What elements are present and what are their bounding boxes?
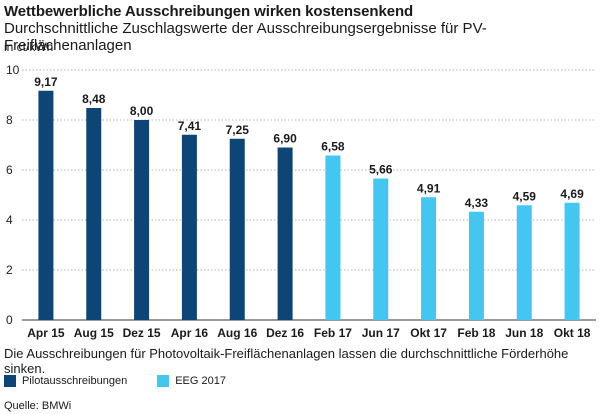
legend-swatch-eeg bbox=[157, 375, 170, 387]
bar bbox=[516, 205, 532, 320]
data-label: 9,17 bbox=[34, 75, 58, 89]
bar bbox=[134, 120, 150, 320]
data-label: 8,00 bbox=[130, 104, 154, 118]
chart-subtitle: Durchschnittliche Zuschlagswerte der Aus… bbox=[4, 20, 487, 54]
bar bbox=[86, 108, 102, 320]
data-label: 5,66 bbox=[369, 163, 393, 177]
x-tick-label: Aug 15 bbox=[74, 326, 114, 340]
data-label: 4,59 bbox=[513, 189, 537, 203]
y-tick-label: 0 bbox=[6, 313, 13, 327]
x-tick-label: Okt 17 bbox=[410, 326, 447, 340]
bar bbox=[277, 147, 293, 320]
legend-label-pilot: Pilotausschreibungen bbox=[22, 375, 128, 387]
x-tick-label: Feb 17 bbox=[314, 326, 352, 340]
bar-chart: 0 2 4 6 8 10 9,17 Apr 15 8,48 Aug 15 8,00 Dez 15 7,4… bbox=[6, 63, 596, 340]
x-tick-label: Jun 18 bbox=[505, 326, 543, 340]
legend-swatch-pilot bbox=[4, 375, 16, 387]
x-tick-label: Aug 16 bbox=[217, 326, 257, 340]
data-label: 7,41 bbox=[178, 119, 202, 133]
bar bbox=[181, 134, 197, 320]
x-tick-label: Okt 18 bbox=[554, 326, 591, 340]
y-tick-label: 2 bbox=[6, 263, 13, 277]
bar bbox=[468, 211, 484, 320]
data-label: 7,25 bbox=[226, 123, 250, 137]
y-tick-label: 8 bbox=[6, 113, 13, 127]
data-label: 4,91 bbox=[417, 181, 441, 195]
data-label: 6,90 bbox=[273, 132, 297, 146]
data-label: 8,48 bbox=[82, 92, 106, 106]
bar bbox=[421, 197, 437, 320]
x-tick-label: Apr 15 bbox=[27, 326, 65, 340]
y-tick-label: 10 bbox=[6, 63, 20, 77]
x-tick-label: Jun 17 bbox=[362, 326, 400, 340]
legend-label-eeg: EEG 2017 bbox=[175, 375, 226, 387]
source-note: Quelle: BMWi bbox=[4, 400, 72, 412]
y-axis-unit-label: in ct/kWh bbox=[4, 40, 54, 54]
data-label: 6,58 bbox=[321, 140, 345, 154]
chart-caption: Die Ausschreibungen für Photovoltaik-Fre… bbox=[4, 346, 569, 376]
legend-item-pilot: Pilotausschreibungen bbox=[4, 375, 127, 387]
x-tick-label: Dez 16 bbox=[266, 326, 304, 340]
data-label: 4,33 bbox=[465, 196, 489, 210]
y-tick-label: 4 bbox=[6, 213, 13, 227]
bar bbox=[373, 178, 389, 320]
bar bbox=[325, 155, 341, 320]
bar bbox=[229, 138, 245, 320]
data-label: 4,69 bbox=[560, 187, 584, 201]
y-tick-label: 6 bbox=[6, 163, 13, 177]
legend: Pilotausschreibungen EEG 2017 bbox=[4, 375, 256, 387]
x-tick-label: Dez 15 bbox=[123, 326, 161, 340]
legend-item-eeg: EEG 2017 bbox=[157, 375, 226, 387]
x-tick-label: Feb 18 bbox=[457, 326, 495, 340]
x-tick-label: Apr 16 bbox=[171, 326, 209, 340]
bar bbox=[564, 202, 580, 320]
bar bbox=[38, 90, 54, 320]
chart-title: Wettbewerbliche Ausschreibungen wirken k… bbox=[4, 3, 414, 20]
